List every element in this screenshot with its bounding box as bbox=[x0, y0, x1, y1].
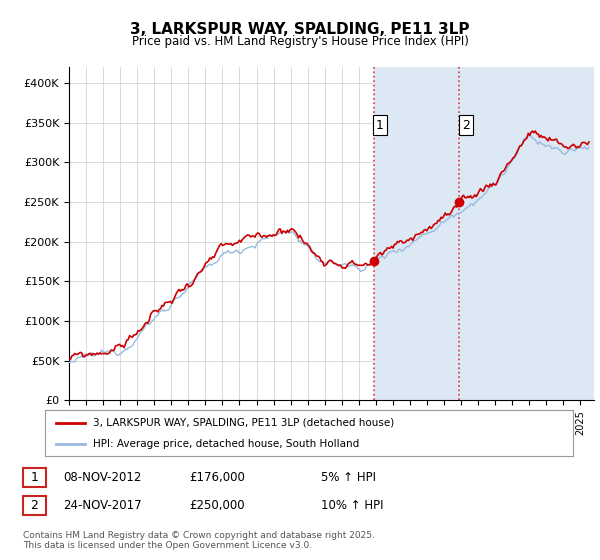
Text: £250,000: £250,000 bbox=[189, 498, 245, 512]
Text: 3, LARKSPUR WAY, SPALDING, PE11 3LP: 3, LARKSPUR WAY, SPALDING, PE11 3LP bbox=[130, 22, 470, 38]
Bar bbox=[374, 67, 594, 400]
Text: 10% ↑ HPI: 10% ↑ HPI bbox=[321, 498, 383, 512]
Text: 1: 1 bbox=[30, 470, 38, 484]
Text: 1: 1 bbox=[376, 119, 384, 132]
Text: 08-NOV-2012: 08-NOV-2012 bbox=[63, 470, 142, 484]
Text: Price paid vs. HM Land Registry's House Price Index (HPI): Price paid vs. HM Land Registry's House … bbox=[131, 35, 469, 48]
Text: 3, LARKSPUR WAY, SPALDING, PE11 3LP (detached house): 3, LARKSPUR WAY, SPALDING, PE11 3LP (det… bbox=[92, 418, 394, 428]
Text: 2: 2 bbox=[30, 498, 38, 512]
Text: 5% ↑ HPI: 5% ↑ HPI bbox=[321, 470, 376, 484]
Text: £176,000: £176,000 bbox=[189, 470, 245, 484]
Text: 2: 2 bbox=[462, 119, 470, 132]
Text: HPI: Average price, detached house, South Holland: HPI: Average price, detached house, Sout… bbox=[92, 439, 359, 449]
Text: 24-NOV-2017: 24-NOV-2017 bbox=[63, 498, 142, 512]
Text: Contains HM Land Registry data © Crown copyright and database right 2025.
This d: Contains HM Land Registry data © Crown c… bbox=[23, 531, 374, 550]
